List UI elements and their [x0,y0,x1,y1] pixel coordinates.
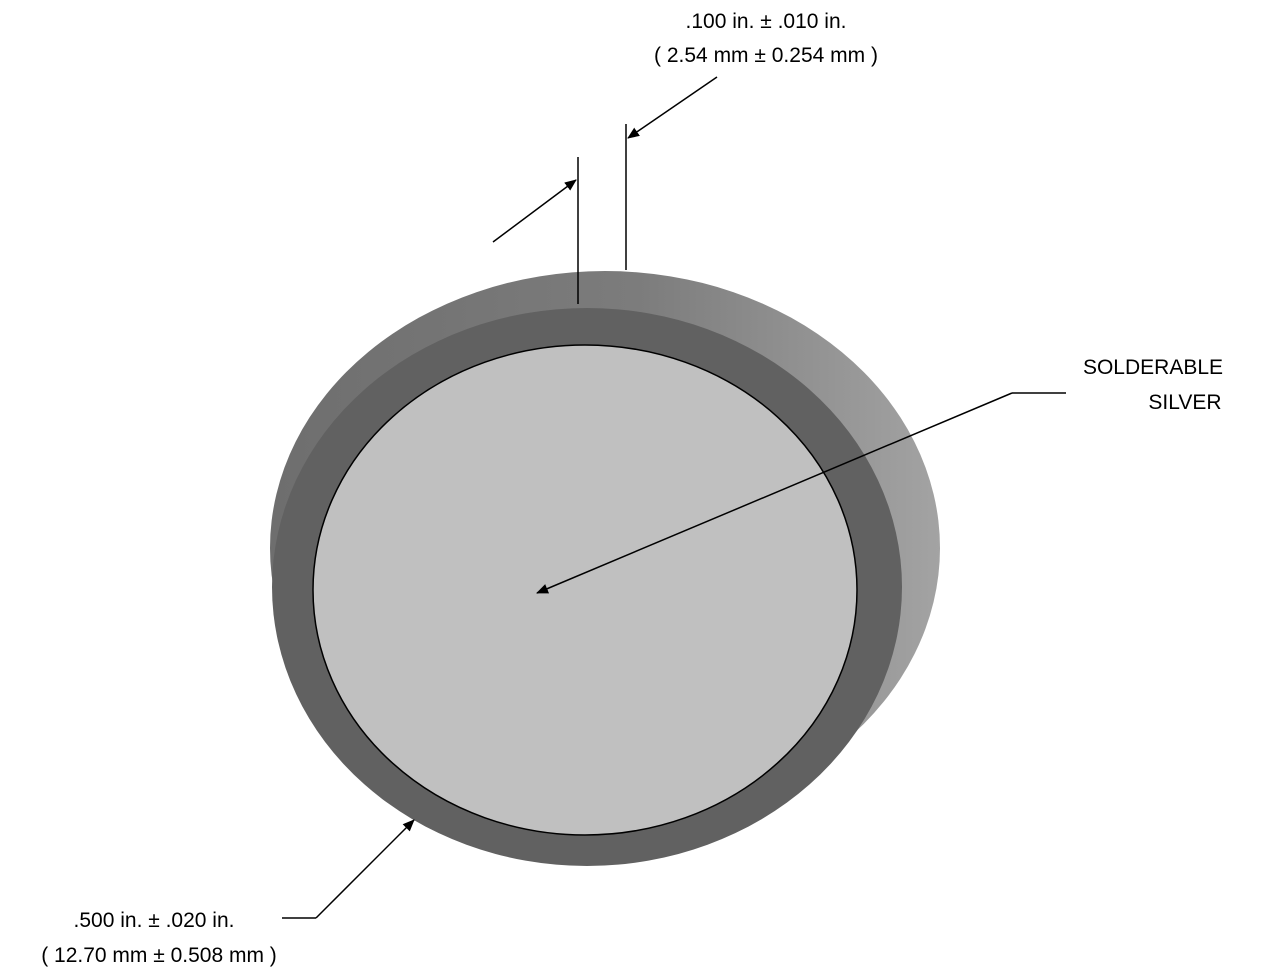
diameter-mm-label: ( 12.70 mm ± 0.508 mm ) [41,944,277,967]
material-label-line2: SILVER [1148,391,1221,414]
thickness-inch-label: .100 in. ± .010 in. [686,10,847,33]
material-label-line1: SOLDERABLE [1083,356,1223,379]
material-leader-arrow [536,392,1013,594]
silver-electrode-face [312,344,858,836]
diameter-leader-arrow [315,819,415,919]
diameter-inch-label: .500 in. ± .020 in. [74,909,235,932]
thickness-arrow-left [492,179,577,243]
thickness-arrow-right [627,76,718,139]
thickness-mm-label: ( 2.54 mm ± 0.254 mm ) [654,44,878,67]
